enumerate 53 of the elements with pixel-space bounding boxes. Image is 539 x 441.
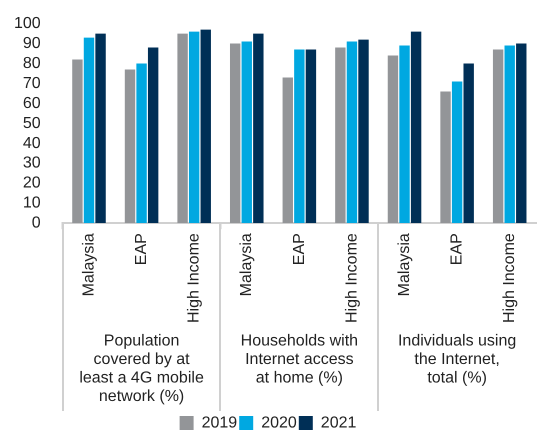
x-tick-label: Malaysia: [396, 233, 413, 296]
y-tick-label: 50: [22, 114, 41, 132]
text: Individuals using the Internet, total (%): [398, 332, 516, 386]
y-tick-label: 40: [22, 134, 41, 152]
x-tick-label: Malaysia: [238, 233, 256, 296]
bar: [388, 56, 398, 224]
bar: [492, 50, 504, 224]
bar: [253, 34, 264, 224]
bar: [463, 64, 474, 224]
text: Households with Internet access at home (%): [240, 332, 358, 386]
y-tick-label: 60: [22, 94, 41, 112]
y-tick-label: 70: [22, 74, 41, 92]
bar: [282, 77, 293, 224]
legend-label: 2019: [202, 414, 238, 432]
bar: [72, 60, 83, 224]
bar: [516, 44, 526, 224]
y-tick-label: 30: [22, 154, 41, 172]
bar: [95, 34, 106, 224]
bar: [335, 48, 346, 224]
x-tick-label: High Income: [343, 233, 360, 324]
y-tick-label: 0: [32, 214, 41, 232]
bar: [188, 32, 200, 224]
x-tick-label: EAP: [290, 233, 308, 266]
bar: [148, 48, 158, 224]
bar: [230, 44, 240, 224]
y-tick-label: 80: [22, 54, 41, 72]
x-tick-label: High Income: [186, 233, 203, 324]
bar: [84, 38, 94, 224]
legend-label: 2020: [261, 414, 297, 432]
bar: [294, 50, 305, 224]
bar: [346, 42, 358, 224]
text: Population covered by at least a 4G mobile network (%): [79, 332, 204, 405]
bar: [136, 64, 147, 224]
y-tick-label: 100: [14, 15, 41, 32]
bar: [410, 32, 422, 224]
y-tick-label: 10: [22, 194, 41, 212]
x-tick-label: Malaysia: [80, 233, 98, 296]
x-tick-label: EAP: [132, 233, 150, 266]
bar: [306, 50, 316, 224]
bar: [124, 70, 136, 224]
bar: [358, 40, 369, 224]
x-tick-label: EAP: [448, 233, 466, 266]
x-tick-label: High Income: [501, 233, 518, 324]
bar: [399, 46, 410, 224]
bar: [177, 34, 188, 224]
bar: [504, 46, 515, 224]
y-tick-label: 20: [22, 174, 41, 192]
bar: [200, 30, 211, 224]
bar: [242, 42, 252, 224]
legend-label: 2021: [320, 414, 356, 432]
bar: [452, 81, 462, 224]
bar: [440, 91, 451, 224]
y-tick-label: 90: [22, 34, 41, 52]
